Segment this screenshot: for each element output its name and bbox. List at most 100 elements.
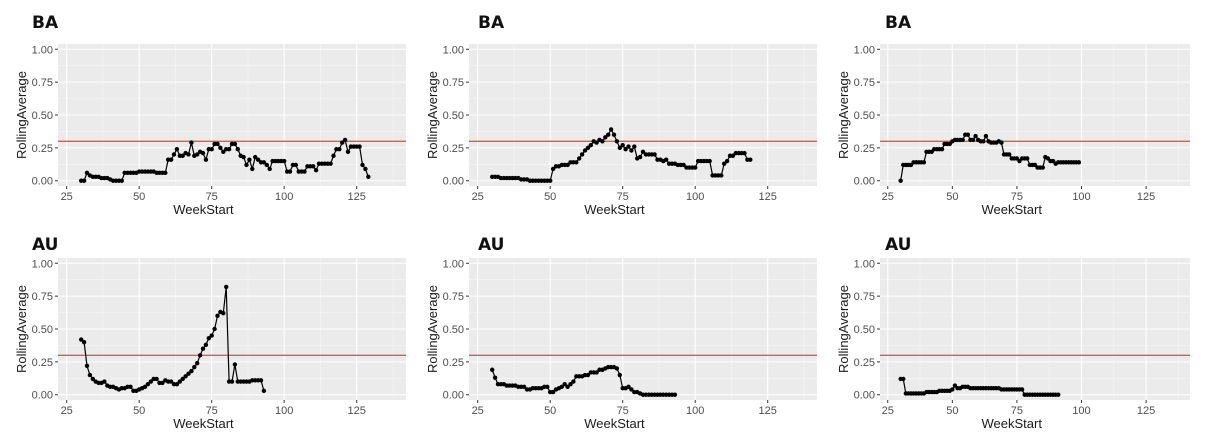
- data-point: [177, 379, 182, 384]
- x-tick-label: 25: [882, 191, 894, 203]
- y-tick-label: 0.25: [32, 143, 53, 155]
- y-tick-label: 0.00: [854, 176, 875, 188]
- data-point: [287, 169, 293, 174]
- data-point: [87, 372, 93, 378]
- data-point: [585, 372, 591, 378]
- data-point: [342, 137, 348, 143]
- x-axis-label: WeekStart: [173, 416, 234, 431]
- data-point: [617, 372, 622, 378]
- panel-title: BA: [885, 13, 912, 33]
- data-point: [186, 152, 191, 157]
- data-point: [722, 161, 727, 166]
- y-tick-label: 0.50: [32, 324, 53, 336]
- data-point: [559, 384, 564, 390]
- data-point: [950, 387, 955, 392]
- x-tick-label: 100: [275, 191, 293, 203]
- data-point: [180, 376, 185, 382]
- data-point: [579, 152, 585, 157]
- y-axis-label: RollingAverage: [425, 285, 440, 373]
- data-point: [183, 374, 188, 379]
- data-point: [742, 150, 747, 156]
- data-point: [340, 140, 345, 145]
- data-point: [241, 154, 246, 160]
- data-point: [898, 178, 903, 183]
- data-point: [102, 379, 107, 384]
- data-point: [629, 148, 634, 153]
- y-axis-label: RollingAverage: [836, 285, 851, 373]
- data-point: [197, 353, 203, 358]
- data-point: [363, 166, 368, 172]
- data-point: [577, 156, 582, 161]
- data-point: [79, 337, 84, 342]
- y-tick-label: 0.25: [32, 357, 53, 369]
- y-tick-label: 0.50: [854, 324, 875, 336]
- data-point: [608, 127, 614, 132]
- data-point: [282, 158, 287, 164]
- data-point: [626, 384, 631, 390]
- data-point: [1056, 392, 1061, 397]
- data-point: [128, 384, 133, 390]
- data-point: [548, 178, 553, 183]
- data-point: [163, 170, 168, 176]
- data-point: [1040, 165, 1045, 170]
- data-point: [623, 146, 628, 152]
- data-point: [171, 152, 177, 157]
- data-point: [637, 154, 643, 160]
- panel-title: BA: [32, 13, 59, 33]
- data-point: [224, 284, 229, 290]
- y-tick-label: 0.00: [32, 390, 53, 402]
- x-tick-label: 75: [1011, 191, 1023, 203]
- data-point: [748, 157, 753, 162]
- data-point: [594, 370, 599, 375]
- data-point: [302, 169, 307, 174]
- x-tick-label: 25: [472, 191, 484, 203]
- y-tick-label: 1.00: [854, 44, 875, 56]
- y-tick-label: 0.75: [32, 77, 53, 89]
- data-point: [189, 140, 194, 145]
- data-point: [154, 376, 159, 382]
- y-tick-label: 0.75: [443, 291, 464, 303]
- panel-4: AU 0.00 0.25 0.50 0.75 1.00 25 50 75 100 125 WeekSt…: [14, 235, 406, 431]
- data-point: [192, 364, 197, 370]
- y-tick-label: 0.00: [443, 176, 464, 188]
- data-point: [620, 143, 625, 148]
- x-tick-label: 75: [617, 191, 629, 203]
- data-point: [550, 166, 556, 172]
- data-point: [261, 388, 267, 393]
- x-axis-label: WeekStart: [584, 202, 645, 217]
- data-point: [203, 157, 209, 162]
- y-tick-label: 0.25: [854, 357, 875, 369]
- x-tick-label: 100: [1072, 405, 1090, 417]
- data-point: [960, 137, 965, 143]
- data-point: [331, 153, 336, 158]
- x-tick-label: 25: [61, 405, 73, 417]
- data-point: [629, 387, 634, 392]
- data-point: [550, 389, 556, 395]
- data-point: [148, 379, 153, 384]
- data-point: [574, 160, 579, 165]
- data-point: [611, 132, 617, 137]
- y-axis-label: RollingAverage: [836, 71, 851, 159]
- x-tick-label: 100: [686, 405, 704, 417]
- x-tick-label: 50: [133, 405, 145, 417]
- data-point: [345, 149, 351, 155]
- data-point: [226, 146, 232, 152]
- data-point: [652, 152, 657, 157]
- data-point: [719, 173, 724, 178]
- data-point: [168, 157, 174, 162]
- panel-5: AU 0.00 0.25 0.50 0.75 1.00 25 50 75 100 125 WeekSt…: [425, 235, 817, 431]
- x-tick-label: 25: [61, 191, 73, 203]
- data-point: [84, 170, 90, 176]
- data-point: [200, 150, 206, 156]
- data-point: [981, 139, 986, 144]
- y-tick-label: 1.00: [32, 258, 53, 270]
- y-axis-label: RollingAverage: [14, 285, 29, 373]
- data-point: [1006, 152, 1012, 157]
- data-point: [614, 366, 620, 371]
- data-point: [311, 164, 316, 169]
- data-point: [174, 382, 180, 387]
- data-point: [229, 379, 235, 384]
- data-point: [235, 146, 240, 152]
- data-point: [681, 162, 686, 168]
- data-point: [983, 133, 989, 139]
